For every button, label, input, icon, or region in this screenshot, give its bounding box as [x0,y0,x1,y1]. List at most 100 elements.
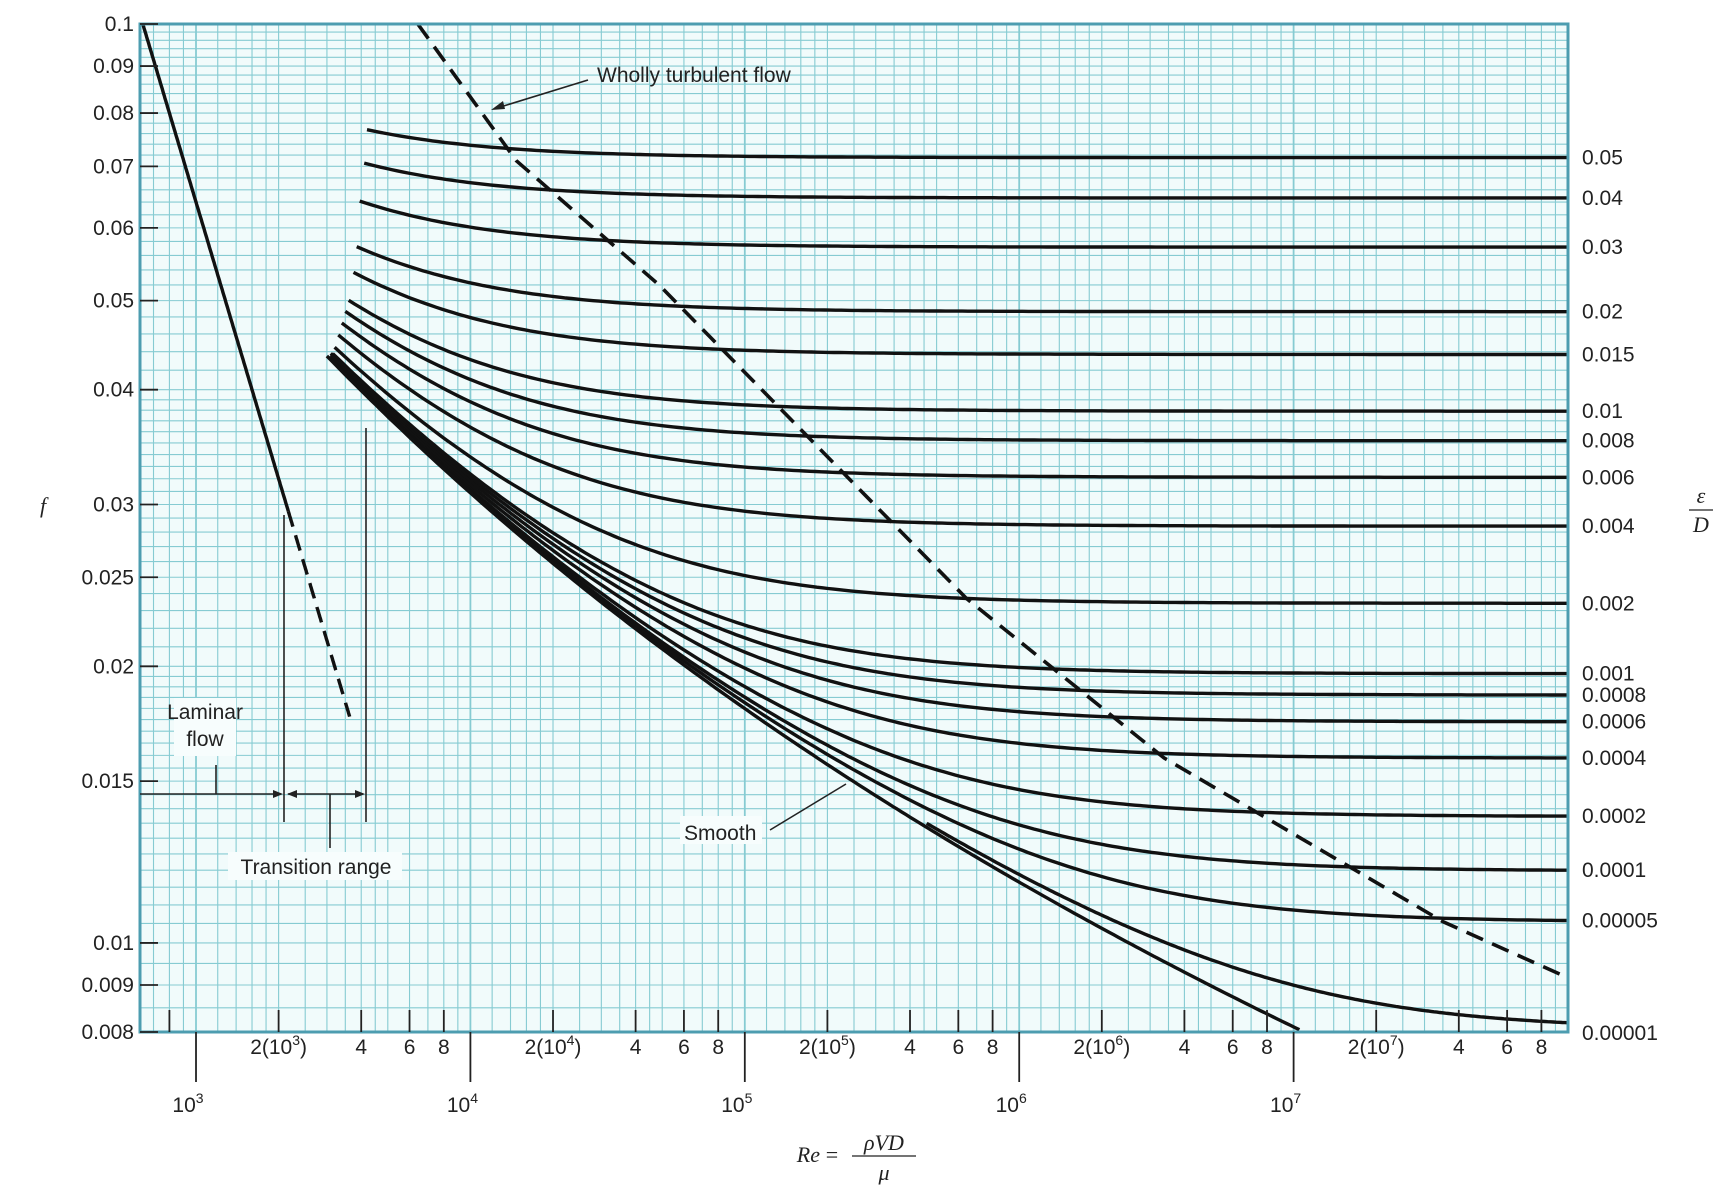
roughness-label: 0.00005 [1582,910,1658,933]
exponent: 7 [1293,1090,1301,1106]
roughness-label: 0.0008 [1582,684,1646,707]
label-backdrop [174,698,236,756]
laminar-label-line2: flow [186,728,224,751]
x-label-numerator: ρVD [863,1130,904,1155]
smooth-label: Smooth [684,822,756,845]
paren: ) [849,1036,856,1059]
y-tick-label: 0.015 [81,770,134,793]
roughness-curve-0.015 [352,270,1568,357]
roughness-label: 0.0006 [1582,711,1646,734]
exponent: 6 [1115,1032,1123,1048]
x-minor-tick-label: 8 [1261,1036,1273,1059]
arrowhead-icon [355,790,365,798]
right-label-numerator: ε [1697,483,1706,508]
arrowhead-icon [273,790,283,798]
y-tick-label: 0.1 [105,13,134,36]
y-tick-label: 0.09 [93,55,134,78]
x-minor-tick-label: 4 [1453,1036,1465,1059]
x-major-tick-label: 104 [447,1090,478,1117]
y-tick-label: 0.05 [93,290,134,313]
roughness-curve-0.001 [331,352,1568,676]
roughness-label: 0.00001 [1582,1022,1658,1045]
y-tick-label: 0.009 [81,974,134,997]
plot-frame [138,22,1570,1034]
roughness-curve-0.002 [333,346,1568,605]
right-axis-label: ε D [1689,483,1713,537]
y-tick-label: 0.03 [93,493,134,516]
arrowhead-icon [287,790,297,798]
exponent: 3 [292,1032,300,1048]
roughness-label: 0.004 [1582,515,1635,538]
transition-range-label: Transition range [241,856,392,879]
y-tick-label: 0.01 [93,932,134,955]
roughness-curve-0.04 [363,161,1568,200]
roughness-label: 0.0002 [1582,805,1646,828]
exponent: 3 [196,1090,204,1106]
exponent: 6 [1019,1090,1027,1106]
roughness-curve-0.0008 [329,352,1568,697]
right-label-denominator: D [1692,512,1709,537]
roughness-curve-0.006 [340,321,1568,479]
x-minor-tick-label: 6 [952,1036,964,1059]
paren: ) [574,1036,581,1059]
exponent: 4 [567,1032,575,1048]
roughness-curve-0.0002 [329,357,1568,818]
paren: ) [1123,1036,1130,1059]
wholly-turbulent-dashed-line [416,24,1566,978]
y-tick-label: 0.025 [81,566,134,589]
label-backdrop [680,816,762,844]
laminar-line [141,24,290,512]
y-axis-label: f [40,493,49,518]
roughness-curve-0.01 [347,298,1568,413]
grid [140,24,1568,1032]
roughness-curve-0.02 [356,245,1568,314]
y-tick-label: 0.008 [81,1021,134,1044]
y-tick-label: 0.02 [93,655,134,678]
exponent: 4 [470,1090,478,1106]
x-minor-tick-label: 6 [404,1036,416,1059]
exponent: 5 [841,1032,849,1048]
y-tick-label: 0.06 [93,217,134,240]
y-tick-label: 0.04 [93,379,134,402]
roughness-curve-0.004 [337,333,1568,528]
x-label-eq: = [826,1142,838,1167]
roughness-label: 0.02 [1582,301,1623,324]
exponent: 5 [745,1090,753,1106]
laminar-extrapolation-dashed [286,510,352,717]
x-label-lhs: Re [796,1142,820,1167]
roughness-curve-0.00001 [925,821,1568,1025]
x-minor-tick-label: 2(103) [250,1032,307,1059]
smooth-annotation: Smooth [680,783,847,845]
x-minor-tick-label: 6 [1227,1036,1239,1059]
roughness-curve-0.05 [366,128,1568,160]
x-minor-tick-label: 4 [904,1036,916,1059]
curves [141,24,1568,1032]
arrowhead-icon [491,101,505,110]
x-label-denominator: μ [877,1160,889,1185]
x-minor-tick-label: 2(107) [1348,1032,1405,1059]
roughness-label: 0.05 [1582,147,1623,170]
roughness-curve-0.0004 [329,355,1568,760]
y-tick-label: 0.07 [93,155,134,178]
roughness-labels: 0.05 0.04 0.03 0.02 0.015 0.01 0.008 0.006 0.004… [1582,147,1658,1045]
x-minor-tick-label: 6 [678,1036,690,1059]
label-backdrop [228,852,402,880]
x-minor-tick-label: 8 [1536,1036,1548,1059]
x-minor-tick-label: 8 [438,1036,450,1059]
roughness-label: 0.002 [1582,592,1635,615]
roughness-label: 0.008 [1582,430,1635,453]
roughness-label: 0.0004 [1582,747,1647,770]
x-major-tick-label: 106 [996,1090,1027,1117]
laminar-label-line1: Laminar [167,701,243,724]
wholly-turbulent-annotation: Wholly turbulent flow [491,64,792,110]
x-minor-tick-label: 2(105) [799,1032,856,1059]
x-minor-tick-label: 2(106) [1073,1032,1130,1059]
x-minor-tick-label: 8 [987,1036,999,1059]
x-major-tick-label: 103 [172,1090,203,1117]
roughness-label: 0.0001 [1582,859,1646,882]
paren: ) [1398,1036,1405,1059]
x-minor-tick-label: 2(104) [525,1032,582,1059]
roughness-curve-0.0006 [329,353,1568,724]
roughness-label: 0.03 [1582,236,1623,259]
